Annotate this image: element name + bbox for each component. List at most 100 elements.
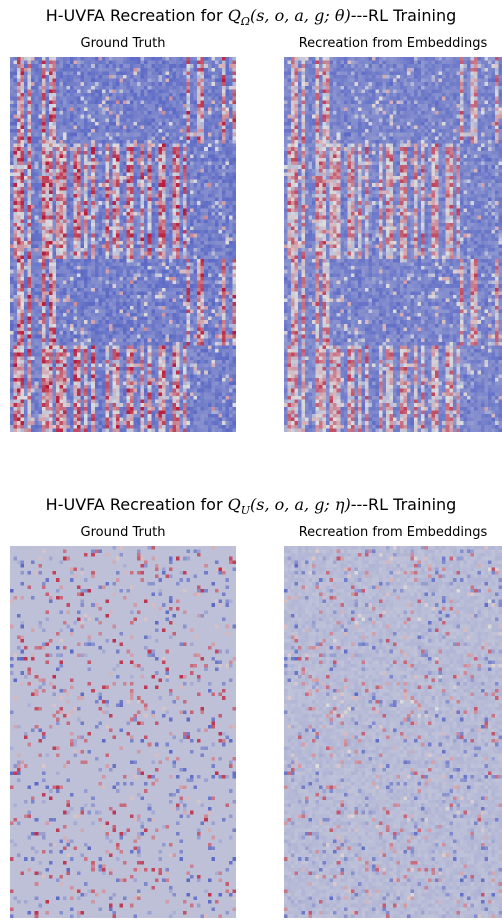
heatmap-cell [158, 273, 162, 277]
heatmap-cell [137, 287, 141, 292]
heatmap-cell [175, 258, 180, 263]
heatmap-cell [183, 75, 187, 79]
heatmap-cell [20, 150, 25, 155]
heatmap-cell [24, 60, 28, 65]
heatmap-cell [232, 103, 236, 108]
heatmap-cell [133, 287, 138, 292]
heatmap-cell [158, 154, 162, 158]
heatmap-cell [137, 294, 141, 299]
heatmap-cell [179, 67, 184, 72]
heatmap-cell [123, 161, 127, 166]
heatmap-cell [183, 305, 187, 310]
heatmap-cell [84, 287, 88, 292]
heatmap-cell [158, 284, 162, 288]
heatmap-cell [130, 219, 134, 223]
heatmap-cell [225, 175, 229, 180]
heatmap-cell [204, 215, 208, 220]
heatmap-cell [193, 114, 198, 119]
heatmap-cell [228, 114, 233, 119]
heatmap-cell [218, 262, 222, 267]
heatmap-cell [133, 75, 138, 79]
heatmap-cell [137, 82, 141, 86]
heatmap-cell [211, 230, 215, 234]
heatmap-cell [101, 294, 106, 299]
heatmap-cell [232, 57, 236, 61]
heatmap-cell [168, 331, 173, 335]
heatmap-cell [52, 111, 56, 115]
heatmap-cell [123, 125, 127, 130]
heatmap-cell [144, 294, 148, 299]
heatmap-cell [108, 237, 113, 241]
heatmap-cell [175, 204, 180, 209]
heatmap-cell [70, 208, 74, 213]
heatmap-cell [221, 165, 226, 169]
heatmap-cell [133, 280, 138, 285]
heatmap-cell [179, 262, 184, 267]
heatmap-cell [204, 226, 208, 231]
heatmap-cell [115, 57, 120, 61]
heatmap-cell [126, 75, 131, 79]
heatmap-cell [112, 258, 116, 263]
heatmap-cell [190, 276, 194, 281]
heatmap-cell [218, 161, 222, 166]
heatmap-cell [80, 266, 85, 270]
heatmap-cell [179, 96, 184, 101]
heatmap-cell [52, 208, 56, 213]
heatmap-cell [38, 204, 42, 209]
heatmap-cell [98, 222, 102, 227]
heatmap-cell [151, 320, 155, 324]
heatmap-cell [137, 190, 141, 195]
heatmap-cell [13, 320, 18, 324]
heatmap-cell [52, 85, 56, 90]
heatmap-cell [115, 197, 120, 202]
heatmap-cell [105, 316, 109, 321]
heatmap-cell [24, 67, 28, 72]
heatmap-cell [211, 309, 215, 314]
heatmap-cell [91, 316, 95, 321]
heatmap-cell [13, 230, 18, 234]
heatmap-cell [207, 64, 212, 68]
heatmap-cell [98, 273, 102, 277]
heatmap-cell [17, 262, 21, 267]
heatmap-cell [38, 320, 42, 324]
heatmap-cell [73, 287, 78, 292]
heatmap-cell [186, 248, 191, 252]
heatmap-cell [55, 233, 60, 238]
heatmap-cell [52, 244, 56, 249]
heatmap-cell [140, 111, 145, 115]
heatmap-cell [52, 251, 56, 256]
heatmap-cell [123, 107, 127, 112]
heatmap-cell [101, 82, 106, 86]
heatmap-cell [87, 230, 92, 234]
heatmap-cell [168, 298, 173, 303]
heatmap-cell [172, 147, 176, 151]
heatmap-cell [62, 183, 67, 187]
heatmap-cell [218, 100, 222, 104]
heatmap-cell [168, 230, 173, 234]
heatmap-cell [144, 154, 148, 158]
heatmap-cell [126, 183, 131, 187]
heatmap-cell [91, 334, 95, 339]
heatmap-cell [214, 201, 219, 205]
heatmap-cell [73, 258, 78, 263]
heatmap-cell [144, 118, 148, 122]
heatmap-cell [41, 331, 46, 335]
heatmap-cell [66, 64, 71, 68]
heatmap-cell [10, 67, 14, 72]
heatmap-cell [207, 143, 212, 148]
heatmap-cell [214, 82, 219, 86]
heatmap-cell [183, 222, 187, 227]
heatmap-cell [94, 222, 99, 227]
heatmap-cell [31, 96, 35, 101]
heatmap-cell [197, 175, 201, 180]
heatmap-cell [91, 313, 95, 317]
heatmap-cell [225, 197, 229, 202]
heatmap-cell [214, 183, 219, 187]
heatmap-cell [70, 226, 74, 231]
heatmap-cell [34, 284, 39, 288]
heatmap-cell [38, 168, 42, 173]
heatmap-cell [38, 316, 42, 321]
heatmap-cell [168, 237, 173, 241]
heatmap-cell [87, 136, 92, 140]
heatmap-cell [172, 125, 176, 130]
